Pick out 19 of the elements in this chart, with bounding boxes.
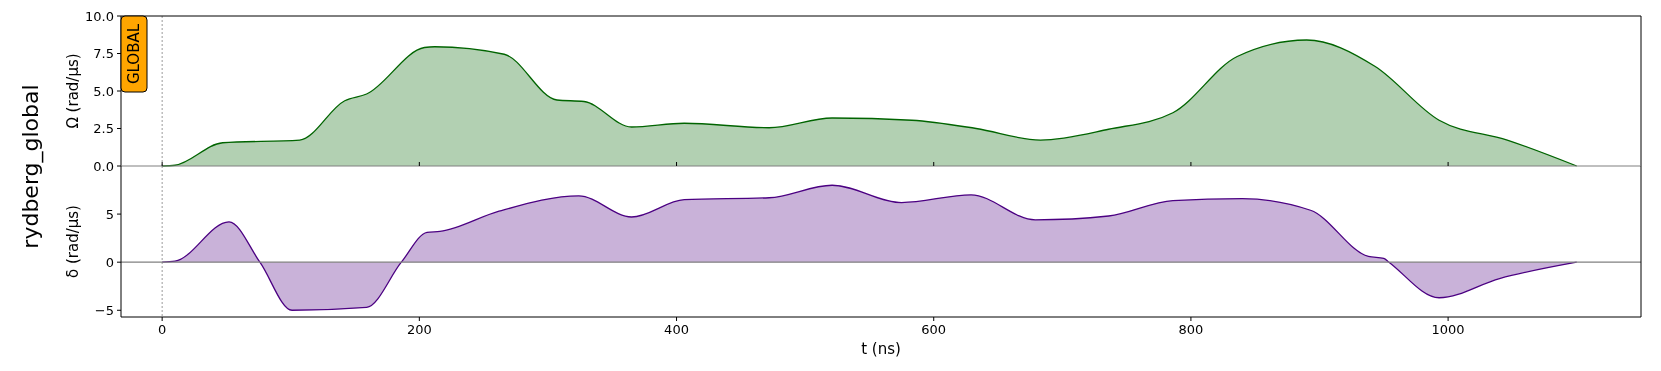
x-tick-label: 400 [664,322,689,337]
x-tick-label: 1000 [1431,322,1465,337]
x-tick-label: 800 [1178,322,1204,337]
y-tick-label: 0.0 [93,158,114,174]
annotation: GLOBAL [125,23,144,85]
y-axis-title: δ (rad/µs) [64,205,82,278]
y-tick-label: 0 [105,254,114,270]
x-axis-title: t (ns) [861,340,901,358]
y-tick-label: 5.0 [93,83,114,99]
y-tick-label: 7.5 [93,46,114,62]
x-tick-label: 0 [158,322,167,337]
y-tick-label: −5 [94,302,114,318]
y-tick-label: 10.0 [85,8,114,24]
x-tick-label: 600 [921,322,947,337]
y-tick-label: 5 [105,206,114,222]
y-axis-title: Ω (rad/µs) [64,53,82,129]
text: rydberg_global [17,84,44,249]
y-tick-label: 2.5 [93,121,114,137]
x-tick-label: 200 [406,322,432,337]
